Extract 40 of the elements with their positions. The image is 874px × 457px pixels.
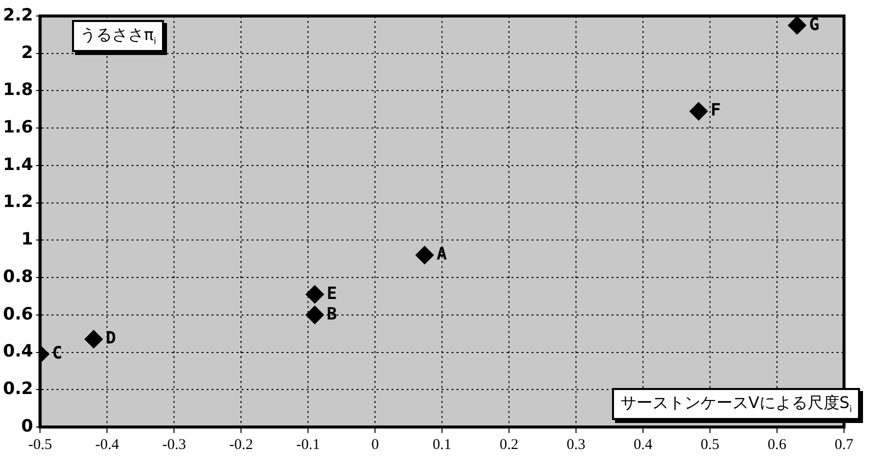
y-tick-label: 0.8 [2,266,34,287]
annotation: F [710,100,721,121]
x-tick-label: 0 [371,436,379,453]
x-tick-label: 0.7 [834,436,854,453]
y-axis-title: うるささπ$_{i}$ [72,20,164,52]
x-tick-label: 0.1 [432,436,452,453]
point [788,16,806,34]
annotation: D [106,328,116,349]
point [84,330,103,348]
x-tick-label: -0.3 [162,436,186,453]
annotation: C [52,344,62,364]
y-tick-label: 0.6 [2,304,34,324]
x-tick-label: -0.4 [95,436,120,453]
y-tick-label: 1.6 [2,118,34,138]
y-tick-label: 1.8 [2,80,34,100]
x-tick-label: -0.1 [296,436,320,453]
x-tick-label: -0.2 [229,436,253,453]
x-tick-label: 0.3 [566,436,586,453]
y-tick-label: 1.2 [2,192,34,212]
x-tick-label: 0.6 [768,436,787,453]
point [306,285,324,304]
annotation: G [809,14,820,35]
point [306,306,324,324]
point [416,246,434,264]
point [690,102,708,120]
y-tick-label: 0.4 [2,342,34,362]
y-tick-label: 0.2 [2,379,34,400]
x-axis-title: サーストンケースVによる尺度S$_{i}$ [612,388,860,420]
x-tick-label: -0.5 [28,436,52,453]
annotation: B [326,304,338,324]
x-tick-label: 0.5 [700,436,720,453]
x-tick-label: 0.2 [500,436,518,453]
y-tick-label: 2.2 [2,5,34,26]
y-tick-label: 1.4 [2,154,34,175]
x-tick-label: 0.4 [634,436,653,453]
annotation: E [326,284,338,304]
y-tick-label: 2 [21,42,34,63]
y-tick-label: 0 [21,416,34,436]
annotation: A [436,244,447,265]
y-tick-label: 1 [21,230,34,250]
